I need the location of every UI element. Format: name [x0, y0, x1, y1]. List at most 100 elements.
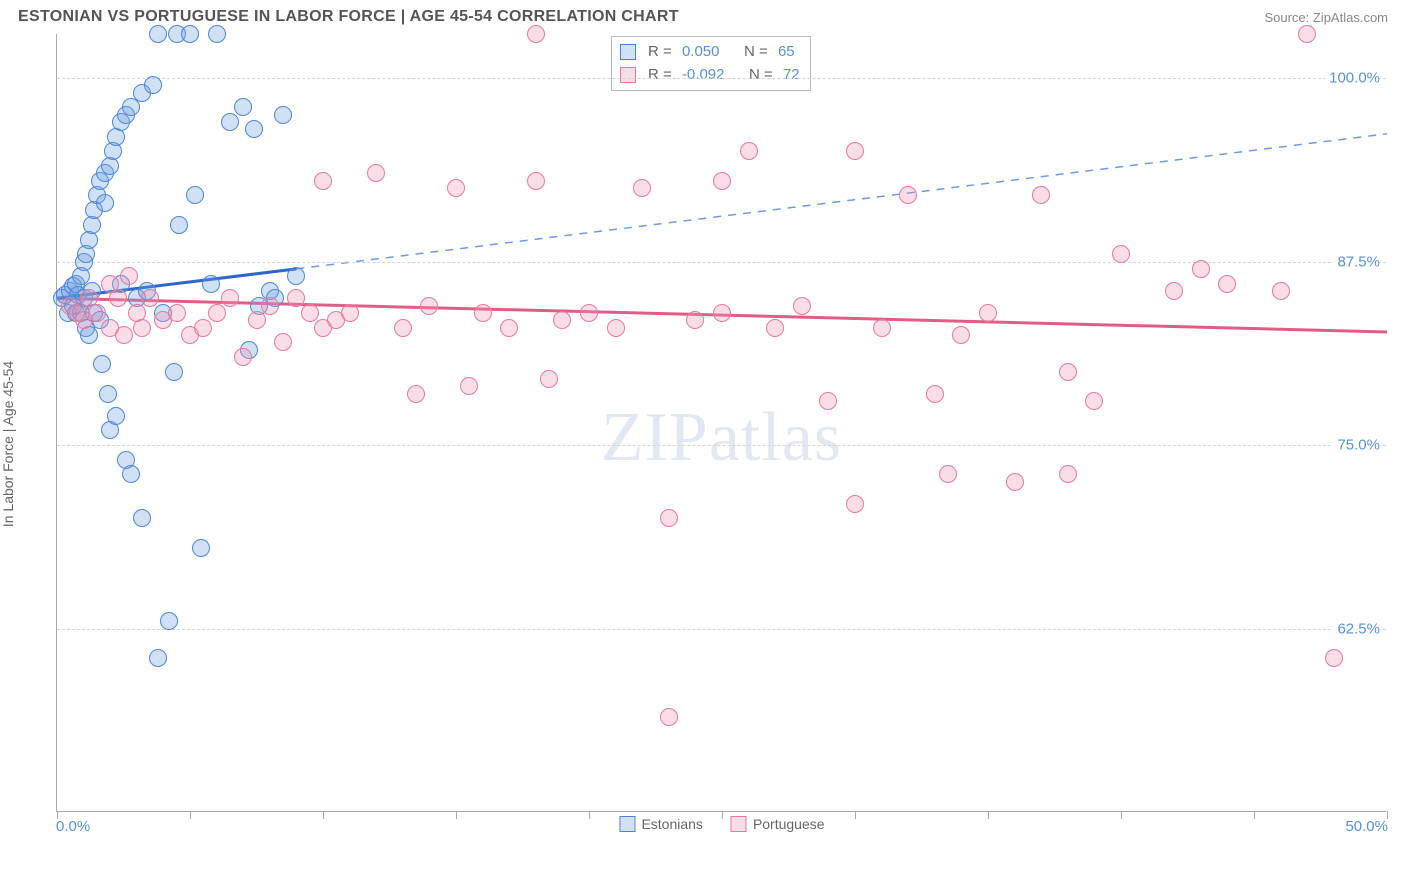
data-point: [1218, 275, 1236, 293]
data-point: [740, 142, 758, 160]
data-point: [460, 377, 478, 395]
data-point: [713, 172, 731, 190]
data-point: [122, 465, 140, 483]
data-point: [141, 289, 159, 307]
data-point: [873, 319, 891, 337]
data-point: [133, 319, 151, 337]
stats-legend: R = 0.050 N = 65 R = -0.092 N = 72: [611, 36, 811, 91]
data-point: [420, 297, 438, 315]
chart-title: ESTONIAN VS PORTUGUESE IN LABOR FORCE | …: [18, 8, 679, 26]
swatch-estonians-icon: [620, 44, 636, 60]
regression-lines: [57, 34, 1387, 812]
data-point: [115, 326, 133, 344]
data-point: [208, 25, 226, 43]
data-point: [202, 275, 220, 293]
data-point: [181, 25, 199, 43]
gridline: [57, 445, 1386, 446]
plot-area: ZIPatlas R = 0.050 N = 65 R = -0.092 N =…: [56, 34, 1386, 812]
data-point: [170, 216, 188, 234]
data-point: [341, 304, 359, 322]
swatch-estonians-icon: [619, 816, 635, 832]
data-point: [168, 304, 186, 322]
data-point: [926, 385, 944, 403]
data-point: [261, 297, 279, 315]
legend-portuguese: Portuguese: [731, 816, 825, 832]
data-point: [819, 392, 837, 410]
data-point: [607, 319, 625, 337]
data-point: [149, 25, 167, 43]
data-point: [192, 539, 210, 557]
series-legend: Estonians Portuguese: [619, 816, 824, 832]
data-point: [160, 612, 178, 630]
data-point: [287, 289, 305, 307]
y-tick-label: 87.5%: [1333, 253, 1380, 270]
data-point: [1192, 260, 1210, 278]
data-point: [149, 649, 167, 667]
data-point: [660, 708, 678, 726]
data-point: [1085, 392, 1103, 410]
legend-estonians: Estonians: [619, 816, 702, 832]
data-point: [367, 164, 385, 182]
data-point: [540, 370, 558, 388]
data-point: [301, 304, 319, 322]
data-point: [274, 106, 292, 124]
data-point: [245, 120, 263, 138]
data-point: [88, 304, 106, 322]
data-point: [633, 179, 651, 197]
data-point: [1165, 282, 1183, 300]
data-point: [1325, 649, 1343, 667]
x-max-label: 50.0%: [1345, 818, 1388, 835]
data-point: [846, 495, 864, 513]
data-point: [122, 98, 140, 116]
data-point: [186, 186, 204, 204]
data-point: [1298, 25, 1316, 43]
data-point: [713, 304, 731, 322]
data-point: [939, 465, 957, 483]
data-point: [234, 98, 252, 116]
data-point: [248, 311, 266, 329]
data-point: [846, 142, 864, 160]
data-point: [686, 311, 704, 329]
data-point: [109, 289, 127, 307]
data-point: [793, 297, 811, 315]
y-axis-label: In Labor Force | Age 45-54: [0, 361, 16, 527]
data-point: [407, 385, 425, 403]
gridline: [57, 629, 1386, 630]
swatch-portuguese-icon: [731, 816, 747, 832]
data-point: [1059, 465, 1077, 483]
data-point: [447, 179, 465, 197]
source-label: Source: ZipAtlas.com: [1264, 10, 1388, 25]
data-point: [394, 319, 412, 337]
x-axis-labels: 0.0% Estonians Portuguese 50.0%: [56, 812, 1388, 838]
data-point: [1032, 186, 1050, 204]
data-point: [133, 509, 151, 527]
data-point: [1272, 282, 1290, 300]
data-point: [1006, 473, 1024, 491]
data-point: [553, 311, 571, 329]
y-tick-label: 62.5%: [1333, 620, 1380, 637]
gridline: [57, 262, 1386, 263]
data-point: [93, 355, 111, 373]
y-tick-label: 100.0%: [1325, 70, 1380, 87]
data-point: [500, 319, 518, 337]
data-point: [287, 267, 305, 285]
y-tick-label: 75.0%: [1333, 437, 1380, 454]
data-point: [96, 194, 114, 212]
data-point: [144, 76, 162, 94]
data-point: [99, 385, 117, 403]
data-point: [234, 348, 252, 366]
data-point: [580, 304, 598, 322]
data-point: [899, 186, 917, 204]
data-point: [274, 333, 292, 351]
data-point: [527, 172, 545, 190]
data-point: [221, 113, 239, 131]
data-point: [527, 25, 545, 43]
data-point: [194, 319, 212, 337]
data-point: [1112, 245, 1130, 263]
data-point: [120, 267, 138, 285]
watermark: ZIPatlas: [601, 398, 842, 478]
data-point: [208, 304, 226, 322]
swatch-portuguese-icon: [620, 67, 636, 83]
data-point: [660, 509, 678, 527]
data-point: [221, 289, 239, 307]
